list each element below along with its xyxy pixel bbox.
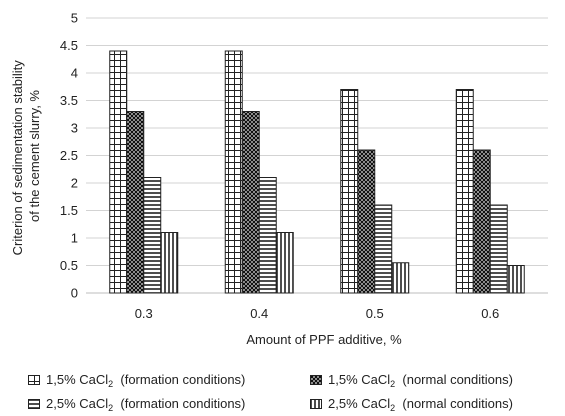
legend-swatch-grid	[28, 375, 40, 385]
bar-crosshatch-0.6	[472, 149, 491, 294]
y-axis-title: Criterion of sedimentation stability of …	[10, 57, 42, 256]
legend: 1,5% CaCl2 (formation conditions) 1,5% C…	[28, 368, 565, 416]
y-tick-label: 2	[71, 176, 78, 191]
bar-vlines-0.4	[275, 232, 294, 294]
legend-swatch-hlines	[28, 399, 40, 409]
y-tick-labels: 0 0.5 1 1.5 2 2.5 3 3.5 4 4.5 5	[60, 11, 78, 301]
y-tick-label: 1.5	[60, 203, 78, 218]
y-tick-label: 4	[71, 66, 78, 81]
legend-label: 1,5% CaCl2 (formation conditions)	[46, 371, 246, 389]
bar-hlines-0.4	[258, 177, 277, 294]
legend-item-series-1: 1,5% CaCl2 (formation conditions)	[28, 372, 310, 389]
y-tick-label: 4.5	[60, 38, 78, 53]
legend-label: 1,5% CaCl2 (normal conditions)	[328, 371, 513, 389]
legend-item-series-2: 1,5% CaCl2 (normal conditions)	[310, 372, 513, 389]
bar-grid-0.5	[340, 89, 359, 294]
bar-grid-0.4	[224, 50, 243, 294]
y-tick-label: 3	[71, 121, 78, 136]
bar-chart: 0 0.5 1 1.5 2 2.5 3 3.5 4 4.5 5 0.3 0.4 0.5 0.6 Amoun…	[10, 11, 548, 347]
y-tick-label: 5	[71, 11, 78, 26]
y-tick-label: 0.5	[60, 258, 78, 273]
bar-crosshatch-0.4	[241, 111, 260, 294]
x-tick-label: 0.4	[250, 306, 268, 321]
y-tick-label: 2.5	[60, 148, 78, 163]
legend-row: 2,5% CaCl2 (formation conditions) 2,5% C…	[28, 392, 565, 416]
bar-grid-0.3	[109, 50, 128, 294]
legend-item-series-4: 2,5% CaCl2 (normal conditions)	[310, 396, 513, 413]
bar-hlines-0.5	[374, 204, 393, 294]
bar-grid-0.6	[455, 89, 474, 294]
bar-vlines-0.3	[160, 232, 179, 294]
y-tick-label: 3.5	[60, 93, 78, 108]
legend-swatch-crosshatch	[310, 375, 322, 385]
bar-vlines-0.5	[391, 262, 410, 294]
x-tick-label: 0.3	[135, 306, 153, 321]
legend-item-series-3: 2,5% CaCl2 (formation conditions)	[28, 396, 310, 413]
y-axis-title-line2: of the cement slurry, %	[27, 90, 42, 222]
bar-hlines-0.3	[143, 177, 162, 294]
y-axis-title-line1: Criterion of sedimentation stability	[10, 60, 25, 256]
bar-vlines-0.6	[506, 265, 525, 294]
y-tick-label: 0	[71, 286, 78, 301]
bar-crosshatch-0.5	[357, 149, 376, 294]
legend-row: 1,5% CaCl2 (formation conditions) 1,5% C…	[28, 368, 565, 392]
x-tick-labels: 0.3 0.4 0.5 0.6	[135, 306, 500, 321]
legend-label: 2,5% CaCl2 (formation conditions)	[46, 395, 246, 413]
bar-crosshatch-0.3	[126, 111, 145, 294]
bar-hlines-0.6	[489, 204, 508, 294]
legend-swatch-vlines	[310, 399, 322, 409]
legend-label: 2,5% CaCl2 (normal conditions)	[328, 395, 513, 413]
x-axis-title: Amount of PPF additive, %	[246, 332, 402, 347]
bars	[109, 50, 525, 294]
x-tick-label: 0.6	[481, 306, 499, 321]
x-tick-label: 0.5	[366, 306, 384, 321]
y-tick-label: 1	[71, 231, 78, 246]
